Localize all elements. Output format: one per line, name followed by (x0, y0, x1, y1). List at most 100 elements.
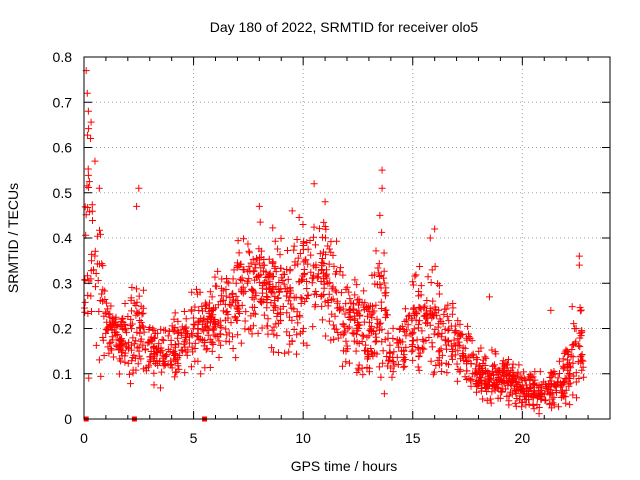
data-point (311, 303, 319, 311)
data-point (294, 254, 302, 262)
data-point (221, 316, 229, 324)
data-point (334, 334, 342, 342)
data-point (140, 328, 148, 336)
data-point (85, 184, 93, 192)
data-point (211, 273, 219, 281)
data-point (450, 336, 458, 344)
data-point (323, 266, 331, 274)
data-point (104, 305, 112, 313)
data-point (263, 299, 271, 307)
data-point (235, 249, 243, 257)
data-point (208, 347, 216, 355)
data-point (555, 403, 563, 411)
data-point (457, 330, 465, 338)
data-point (245, 247, 253, 255)
data-point (378, 228, 386, 236)
data-point (416, 349, 424, 357)
data-point (121, 326, 129, 334)
data-point (329, 283, 337, 291)
data-point (353, 281, 361, 289)
data-point (253, 254, 261, 262)
data-point (548, 389, 556, 397)
data-point (485, 378, 493, 386)
data-point (342, 347, 350, 355)
data-point (455, 338, 463, 346)
data-point (154, 329, 162, 337)
data-point (575, 342, 583, 350)
data-point (170, 355, 178, 363)
data-point (218, 275, 226, 283)
data-point (274, 348, 282, 356)
data-point (227, 319, 235, 327)
data-point (83, 89, 91, 97)
data-point (234, 331, 242, 339)
data-point (119, 314, 127, 322)
data-point (271, 237, 279, 245)
data-point (268, 344, 276, 352)
data-point (568, 341, 576, 349)
data-point (284, 297, 292, 305)
data-point (470, 353, 478, 361)
data-point (241, 325, 249, 333)
data-point (312, 261, 320, 269)
data-point (513, 387, 521, 395)
data-point (427, 279, 435, 287)
data-point (506, 371, 514, 379)
data-point (345, 323, 353, 331)
data-point (251, 261, 259, 269)
data-point (483, 387, 491, 395)
data-point (100, 312, 108, 320)
data-point (461, 353, 469, 361)
data-point (247, 324, 255, 332)
data-point (382, 292, 390, 300)
data-point (142, 367, 150, 375)
y-tick-label: 0.3 (53, 275, 73, 291)
data-point (85, 125, 93, 133)
data-point (575, 252, 583, 260)
data-point (415, 353, 423, 361)
data-point (464, 322, 472, 330)
data-point (372, 301, 380, 309)
data-point (429, 297, 437, 305)
data-point (337, 305, 345, 313)
data-point (382, 313, 390, 321)
data-point (188, 288, 196, 296)
data-point (435, 348, 443, 356)
data-point (282, 292, 290, 300)
data-point (426, 304, 434, 312)
data-point (238, 274, 246, 282)
data-point (174, 329, 182, 337)
x-tick-label: 20 (515, 430, 531, 446)
data-point (215, 353, 223, 361)
data-point (128, 325, 136, 333)
data-point (260, 311, 268, 319)
data-point (281, 349, 289, 357)
data-point (266, 272, 274, 280)
data-point (178, 347, 186, 355)
data-point (94, 232, 102, 240)
data-point (467, 382, 475, 390)
data-point (375, 320, 383, 328)
data-point (511, 399, 519, 407)
data-point (417, 282, 425, 290)
data-point (307, 268, 315, 276)
data-point (354, 364, 362, 372)
data-point (136, 316, 144, 324)
data-point (245, 263, 253, 271)
data-point (127, 294, 135, 302)
data-point (472, 388, 480, 396)
data-point (398, 322, 406, 330)
data-point (269, 224, 277, 232)
data-point (483, 397, 491, 405)
data-point (146, 353, 154, 361)
data-point (325, 290, 333, 298)
data-point (424, 273, 432, 281)
data-point (565, 351, 573, 359)
data-point (505, 397, 513, 405)
data-point (115, 370, 123, 378)
data-point (572, 378, 580, 386)
data-point (503, 367, 511, 375)
data-point (557, 382, 565, 390)
data-point (431, 262, 439, 270)
data-point (87, 134, 95, 142)
